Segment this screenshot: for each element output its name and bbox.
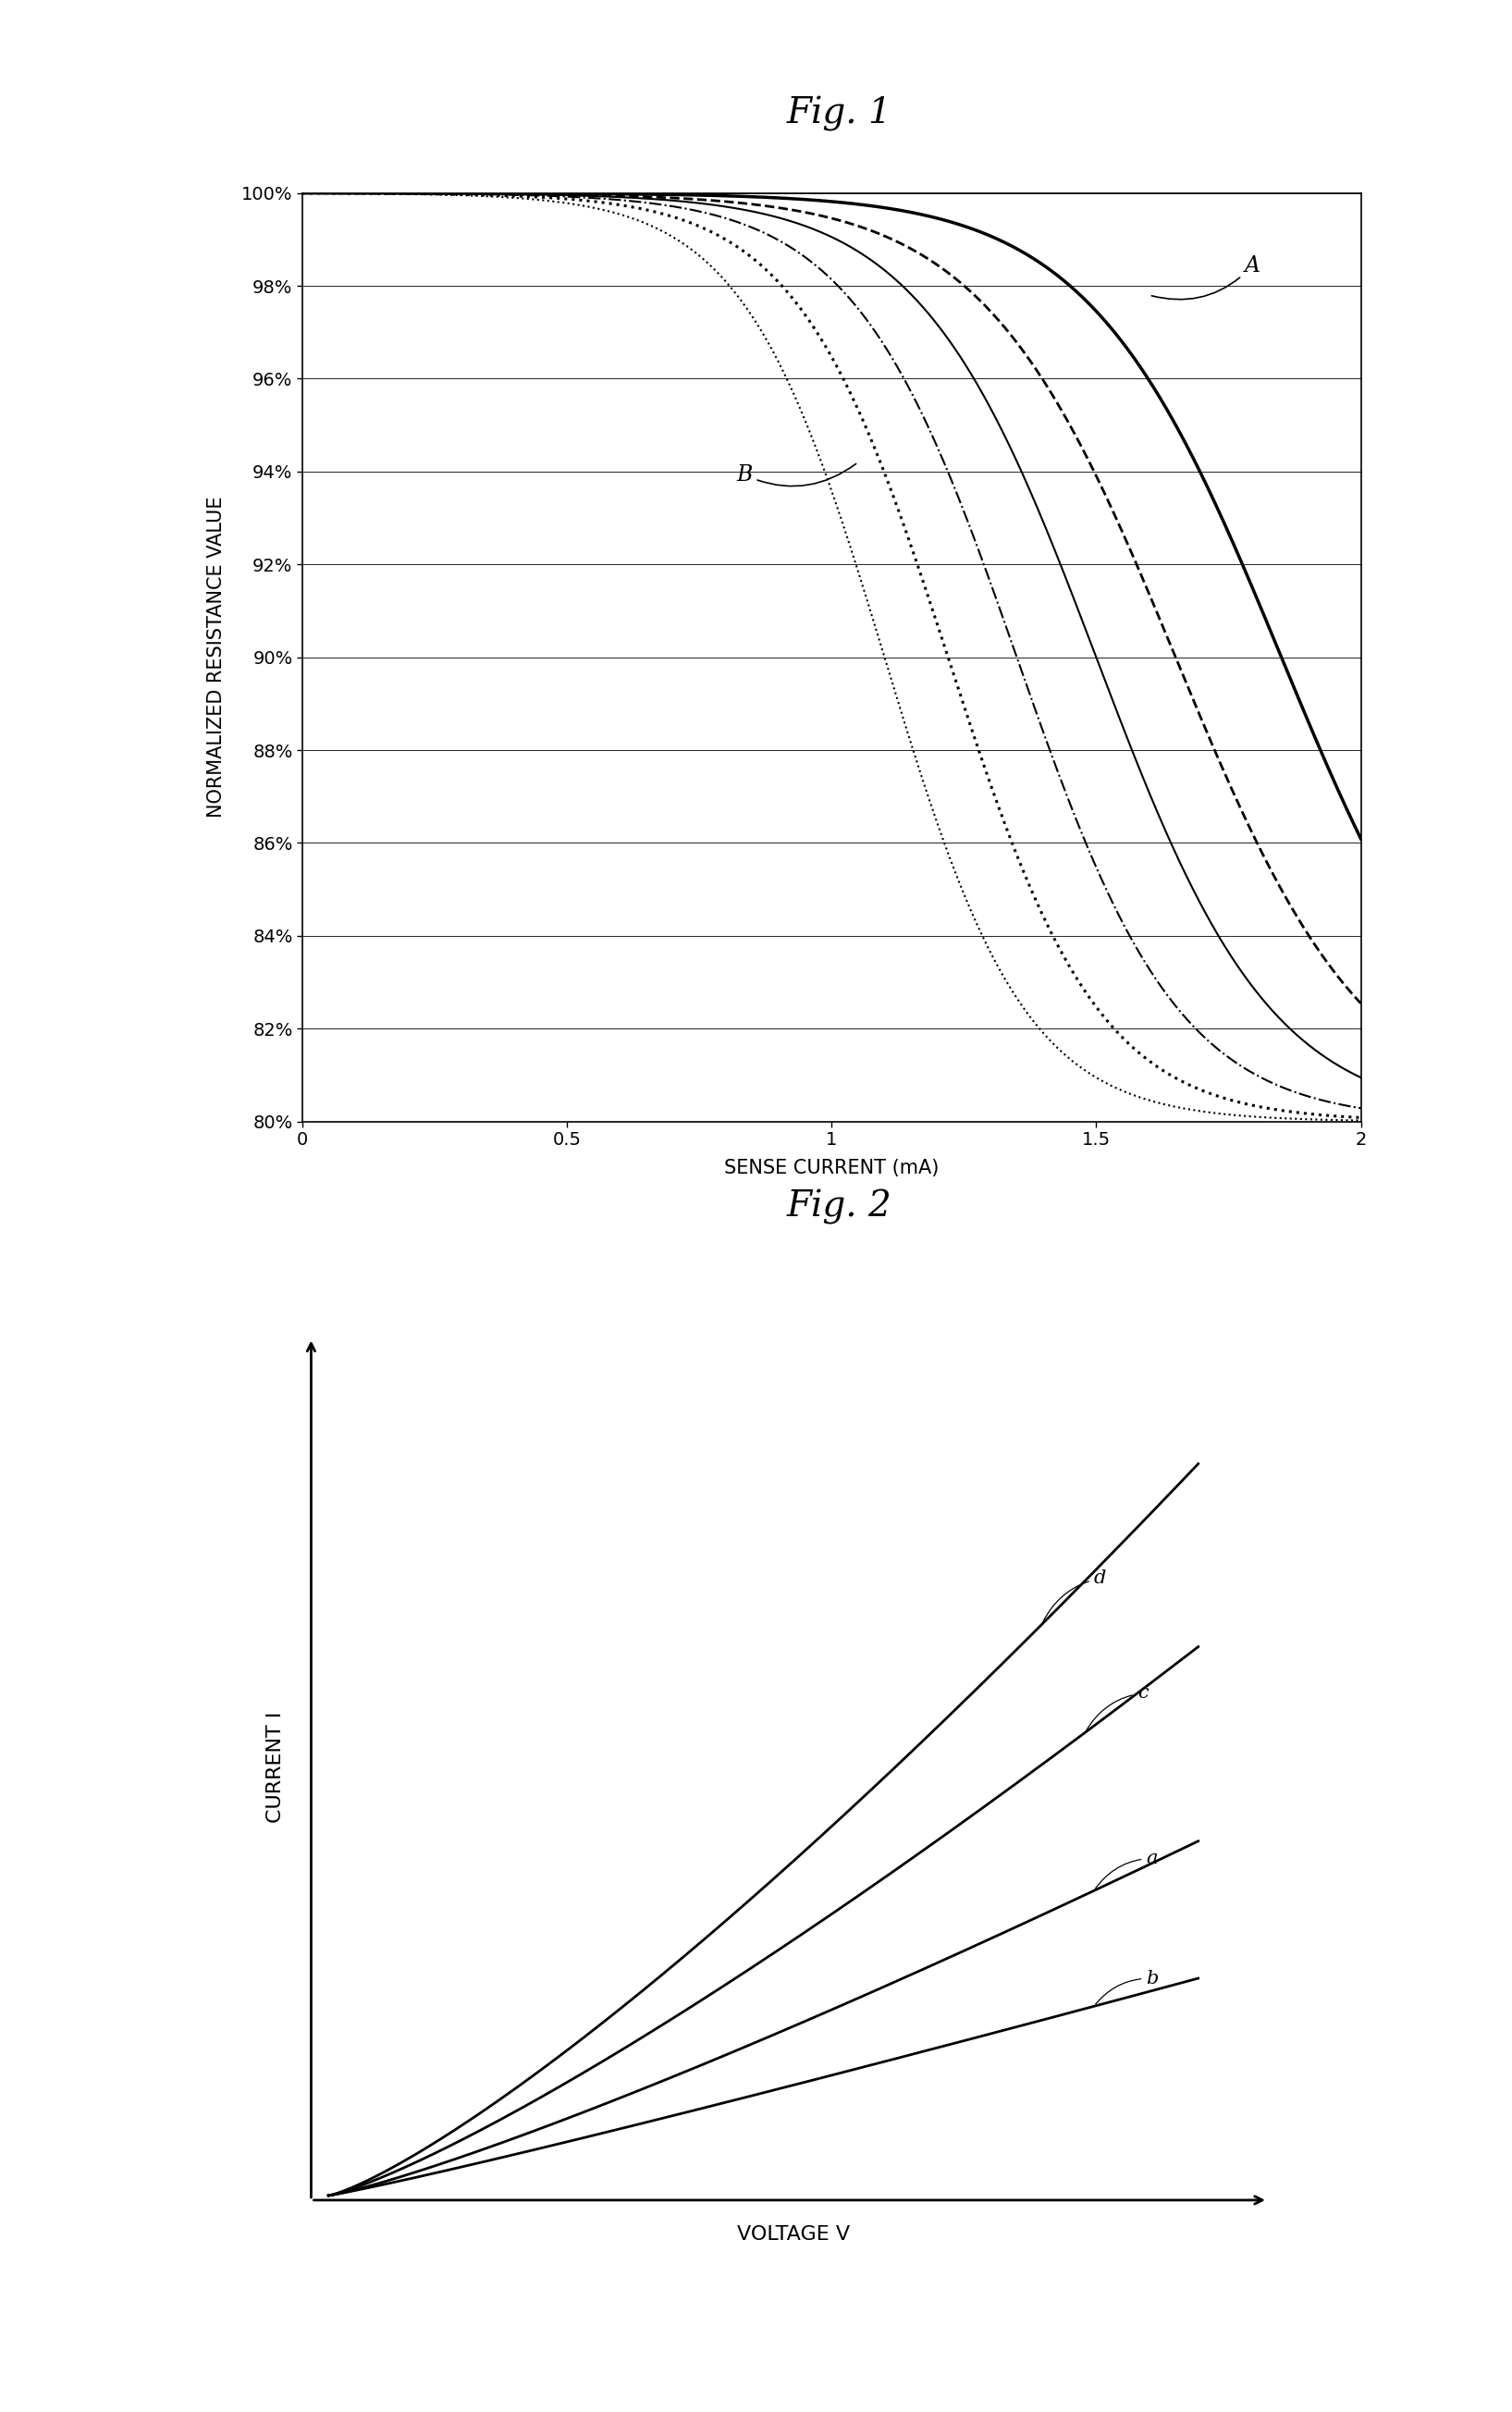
Text: B: B <box>736 463 856 487</box>
Text: b: b <box>1096 1971 1158 2004</box>
X-axis label: VOLTAGE V: VOLTAGE V <box>738 2224 850 2243</box>
Text: A: A <box>1152 256 1259 299</box>
Text: a: a <box>1095 1850 1158 1889</box>
Text: Fig. 2: Fig. 2 <box>786 1189 892 1225</box>
Text: c: c <box>1087 1684 1148 1729</box>
Text: d: d <box>1043 1570 1107 1623</box>
X-axis label: SENSE CURRENT (mA): SENSE CURRENT (mA) <box>724 1160 939 1177</box>
Y-axis label: NORMALIZED RESISTANCE VALUE: NORMALIZED RESISTANCE VALUE <box>207 497 225 818</box>
Text: Fig. 1: Fig. 1 <box>786 96 892 133</box>
Y-axis label: CURRENT I: CURRENT I <box>266 1710 284 1823</box>
